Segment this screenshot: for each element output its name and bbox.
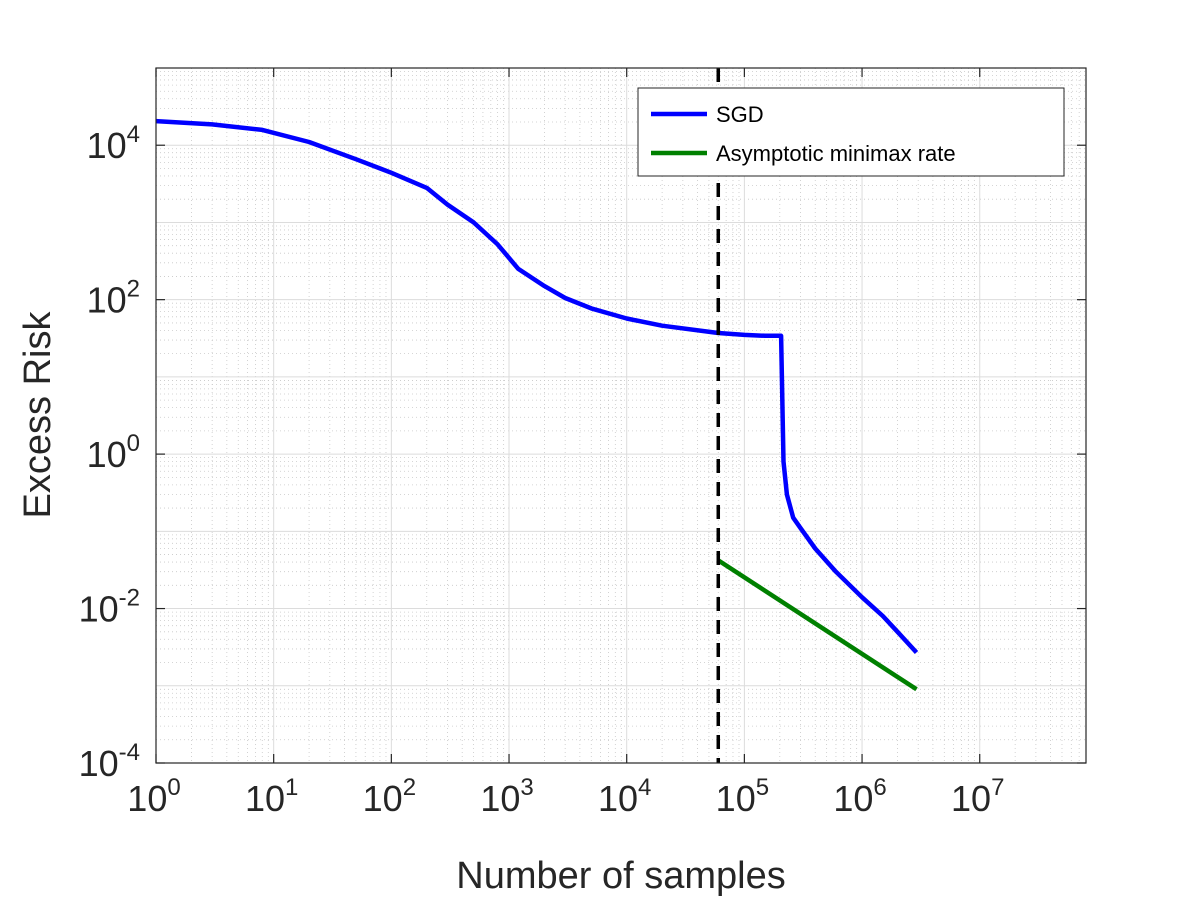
x-tick-label-base: 10 <box>363 778 403 819</box>
x-tick-label-exponent: 1 <box>285 774 298 801</box>
x-tick-label-base: 10 <box>833 778 873 819</box>
x-tick-label-base: 10 <box>245 778 285 819</box>
y-tick-label: 10-2 <box>79 585 140 630</box>
x-tick-label: 107 <box>951 774 1004 819</box>
x-tick-label: 106 <box>833 774 886 819</box>
series-line-sgd <box>155 118 919 655</box>
legend-label-asymptotic-minimax-rate: Asymptotic minimax rate <box>716 141 956 166</box>
y-tick-label: 104 <box>87 121 140 166</box>
y-tick-label: 102 <box>87 276 140 321</box>
series-layer <box>155 118 919 692</box>
x-tick-label-exponent: 7 <box>991 774 1004 801</box>
x-tick-label-base: 10 <box>127 778 167 819</box>
ticks <box>155 68 1086 764</box>
x-tick-label: 104 <box>598 774 651 819</box>
y-tick-label-exponent: 4 <box>127 121 140 148</box>
x-tick-label-exponent: 3 <box>520 774 533 801</box>
x-tick-label-exponent: 0 <box>167 774 180 801</box>
x-tick-label-base: 10 <box>480 778 520 819</box>
legend-label-sgd: SGD <box>716 102 764 127</box>
x-tick-label-exponent: 2 <box>403 774 416 801</box>
x-tick-label-base: 10 <box>598 778 638 819</box>
x-tick-label-exponent: 6 <box>873 774 886 801</box>
minor-grid <box>156 68 1086 763</box>
y-tick-label: 100 <box>87 430 140 475</box>
x-tick-label: 103 <box>480 774 533 819</box>
x-tick-label: 101 <box>245 774 298 819</box>
y-tick-label-exponent: -4 <box>119 739 140 766</box>
x-axis-title: Number of samples <box>456 855 785 897</box>
x-tick-labels: 100 101 102 103 104 105 106 107 <box>127 774 1004 819</box>
legend-box <box>637 87 1065 177</box>
y-axis-title: Excess Risk <box>17 311 59 519</box>
y-tick-label-base: 10 <box>79 743 119 784</box>
y-tick-label-exponent: 2 <box>127 276 140 303</box>
x-tick-label: 105 <box>716 774 769 819</box>
series-line-asymptotic-minimax-rate <box>717 558 918 692</box>
x-tick-label: 102 <box>363 774 416 819</box>
x-tick-label: 100 <box>127 774 180 819</box>
y-tick-label: 10-4 <box>79 739 140 784</box>
y-tick-label-base: 10 <box>79 589 119 630</box>
y-tick-label-base: 10 <box>87 434 127 475</box>
x-tick-label-exponent: 5 <box>756 774 769 801</box>
x-tick-label-base: 10 <box>951 778 991 819</box>
y-tick-label-base: 10 <box>87 125 127 166</box>
y-tick-label-base: 10 <box>87 280 127 321</box>
plot-area-background <box>156 68 1086 763</box>
x-tick-label-exponent: 4 <box>638 774 651 801</box>
x-tick-label-base: 10 <box>716 778 756 819</box>
y-tick-label-exponent: 0 <box>127 430 140 457</box>
legend: SGD Asymptotic minimax rate <box>637 87 1065 177</box>
plot-frame <box>155 67 1087 764</box>
y-tick-label-exponent: -2 <box>119 585 140 612</box>
